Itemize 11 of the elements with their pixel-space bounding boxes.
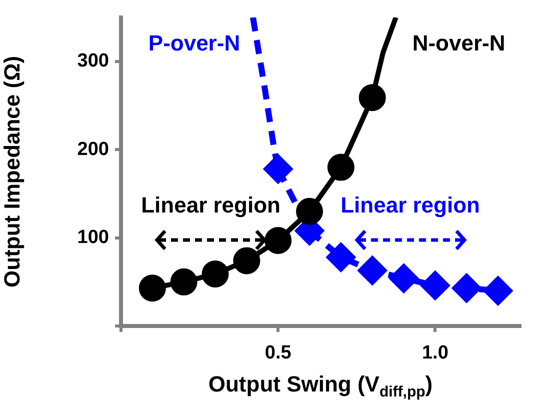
y-axis-title: Output Impedance (Ω) (0, 56, 24, 288)
annotation: Linear region (141, 192, 280, 218)
y-tick-label: 200 (77, 138, 109, 160)
y-tick-label: 300 (77, 50, 109, 72)
y-tick-label: 100 (77, 227, 109, 248)
x-axis-title: Output Swing (V$_{diff,pp}$) (208, 371, 433, 401)
x-tick-label: 0.5 (264, 342, 292, 364)
x-tick-label: 1.0 (422, 342, 448, 364)
text: N-over-N (412, 30, 506, 56)
annotation: Linear region (340, 192, 480, 218)
text: P-over-N (148, 30, 240, 56)
